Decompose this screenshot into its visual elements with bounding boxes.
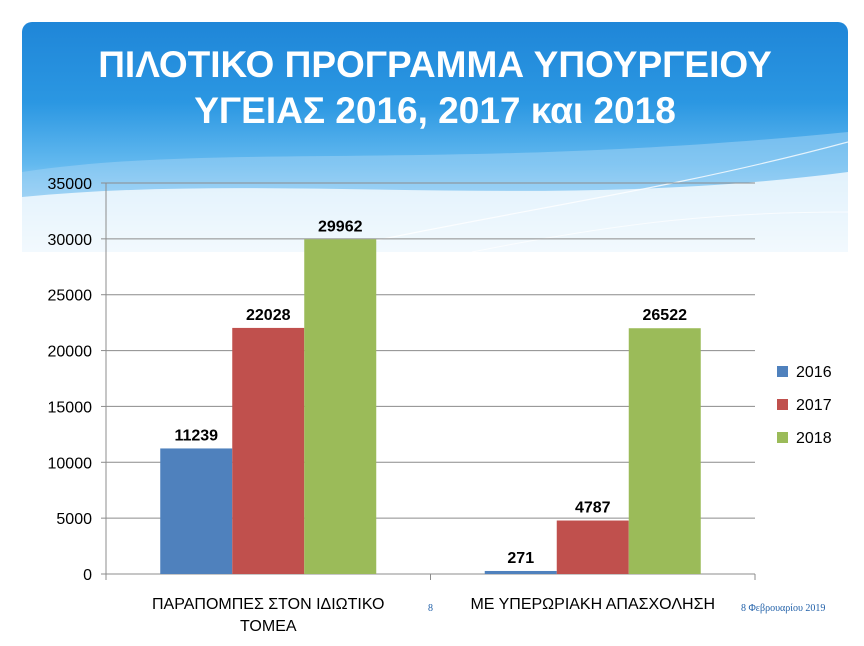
legend-label: 2018 bbox=[796, 430, 832, 447]
bar-2016 bbox=[484, 570, 557, 574]
data-label: 271 bbox=[507, 550, 534, 567]
bar-2017 bbox=[232, 327, 305, 574]
bar-2018 bbox=[628, 328, 701, 574]
data-label: 11239 bbox=[174, 427, 218, 444]
slide-number: 8 bbox=[428, 603, 433, 614]
data-label: 29962 bbox=[318, 218, 363, 235]
slide-date: 8 Φεβρουαρίου 2019 bbox=[741, 603, 826, 614]
legend-swatch-2018 bbox=[777, 432, 788, 443]
banner-wave-decoration bbox=[22, 132, 848, 252]
legend-swatch-2016 bbox=[777, 366, 788, 377]
y-tick-label: 15000 bbox=[48, 399, 93, 416]
slide-title-line2: ΥΓΕΙΑΣ 2016, 2017 και 2018 bbox=[194, 90, 676, 131]
x-category-label: ΤΟΜΕΑ bbox=[240, 618, 297, 635]
x-category-label: ΠΑΡΑΠΟΜΠΕΣ ΣΤΟΝ ΙΔΙΩΤΙΚΟ bbox=[152, 596, 384, 613]
slide-title-line1: ΠΙΛΟΤΙΚΟ ΠΡΟΓΡΑΜΜΑ ΥΠΟΥΡΓΕΙΟΥ bbox=[98, 44, 772, 85]
y-tick-label: 5000 bbox=[56, 511, 92, 528]
chart-labels: 0 5000 10000 15000 20000 25000 30000 35000 11239… bbox=[48, 176, 716, 635]
data-label: 26522 bbox=[643, 307, 688, 324]
slide-title: ΠΙΛΟΤΙΚΟ ΠΡΟΓΡΑΜΜΑ ΥΠΟΥΡΓΕΙΟΥ ΥΓΕΙΑΣ 201… bbox=[22, 42, 848, 134]
y-tick-label: 20000 bbox=[48, 344, 93, 361]
bar-2017 bbox=[556, 520, 629, 574]
x-category-label: ΜΕ ΥΠΕΡΩΡΙΑΚΗ ΑΠΑΣΧΟΛΗΣΗ bbox=[470, 596, 715, 613]
legend-swatch-2017 bbox=[777, 399, 788, 410]
data-label: 22028 bbox=[246, 307, 291, 324]
legend-label: 2017 bbox=[796, 397, 832, 414]
legend-label: 2016 bbox=[796, 364, 832, 381]
chart-bars bbox=[160, 239, 701, 574]
data-label: 4787 bbox=[575, 500, 611, 517]
y-tick-label: 0 bbox=[83, 567, 92, 584]
y-tick-label: 25000 bbox=[48, 288, 93, 305]
title-banner bbox=[22, 22, 848, 252]
y-tick-label: 10000 bbox=[48, 455, 93, 472]
bar-2016 bbox=[160, 448, 233, 574]
bar-2018 bbox=[304, 239, 377, 574]
y-tick-label: 35000 bbox=[48, 176, 93, 193]
chart-legend: 2016 2017 2018 bbox=[777, 364, 832, 447]
y-tick-label: 30000 bbox=[48, 232, 93, 249]
